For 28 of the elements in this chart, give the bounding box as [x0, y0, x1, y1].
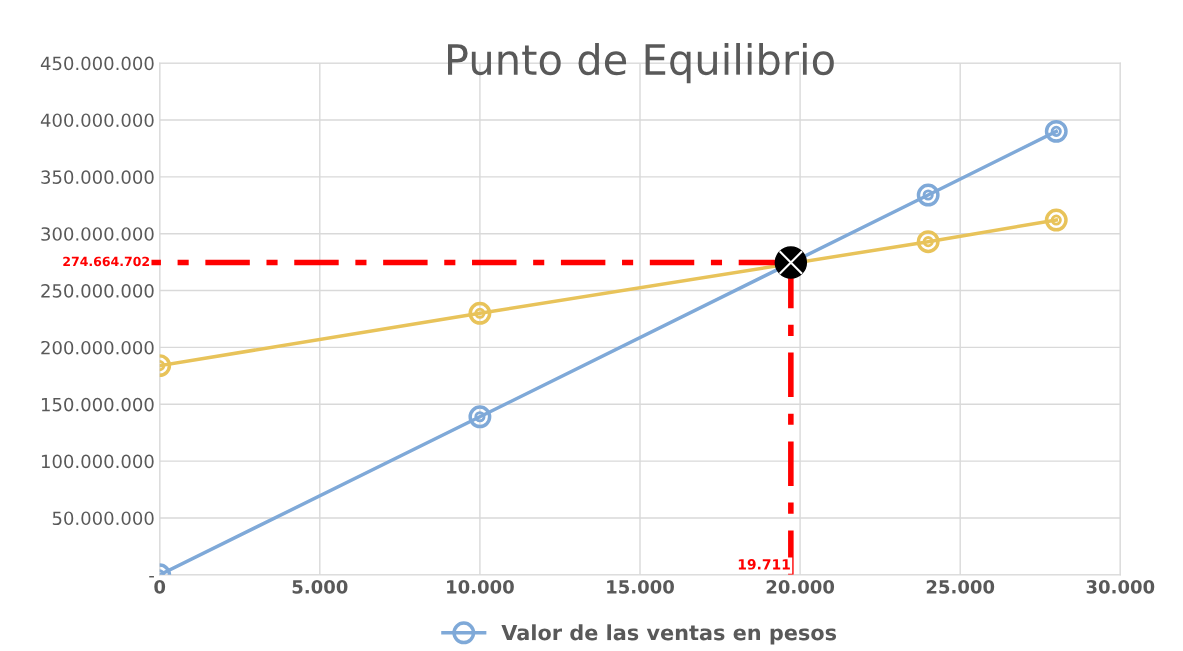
- y-tick-label: 150.000.000: [41, 397, 154, 412]
- y-tick-label: -: [149, 576, 154, 578]
- y-tick-label: 250.000.000: [41, 284, 154, 298]
- x-tick-label: 15.000: [607, 580, 674, 594]
- y-tick-label: 450.000.000: [40, 56, 154, 71]
- y-tick-label: 400.000.000: [40, 113, 154, 128]
- x-tick-label: 30.000: [1086, 580, 1155, 594]
- y-tick-label: 100.000.000: [41, 454, 154, 469]
- point: [1044, 208, 1068, 232]
- ref-line-label: 274.664.702: [63, 256, 150, 267]
- point: [468, 301, 492, 325]
- x-tick-label: 10.000: [447, 580, 514, 594]
- chart-title: Punto de Equilibrio: [448, 42, 834, 84]
- y-tick-label: 350.000.000: [41, 170, 154, 184]
- x-tick-label: 25.000: [926, 580, 995, 594]
- point: [1044, 119, 1068, 143]
- point: [916, 230, 940, 254]
- y-tick-label: 50.000.000: [52, 511, 154, 526]
- point: [468, 405, 492, 429]
- point: [916, 183, 940, 207]
- ref-line-label: 19.711: [738, 559, 790, 570]
- y-tick-label: 300.000.000: [41, 227, 154, 241]
- x-tick-label: 5.000: [292, 580, 348, 594]
- point: [774, 246, 808, 279]
- x-tick-label: 0: [154, 580, 166, 594]
- y-tick-label: 200.000.000: [41, 340, 154, 355]
- legend-label: Valor de las ventas en pesos: [501, 624, 837, 645]
- x-tick-label: 20.000: [766, 580, 835, 594]
